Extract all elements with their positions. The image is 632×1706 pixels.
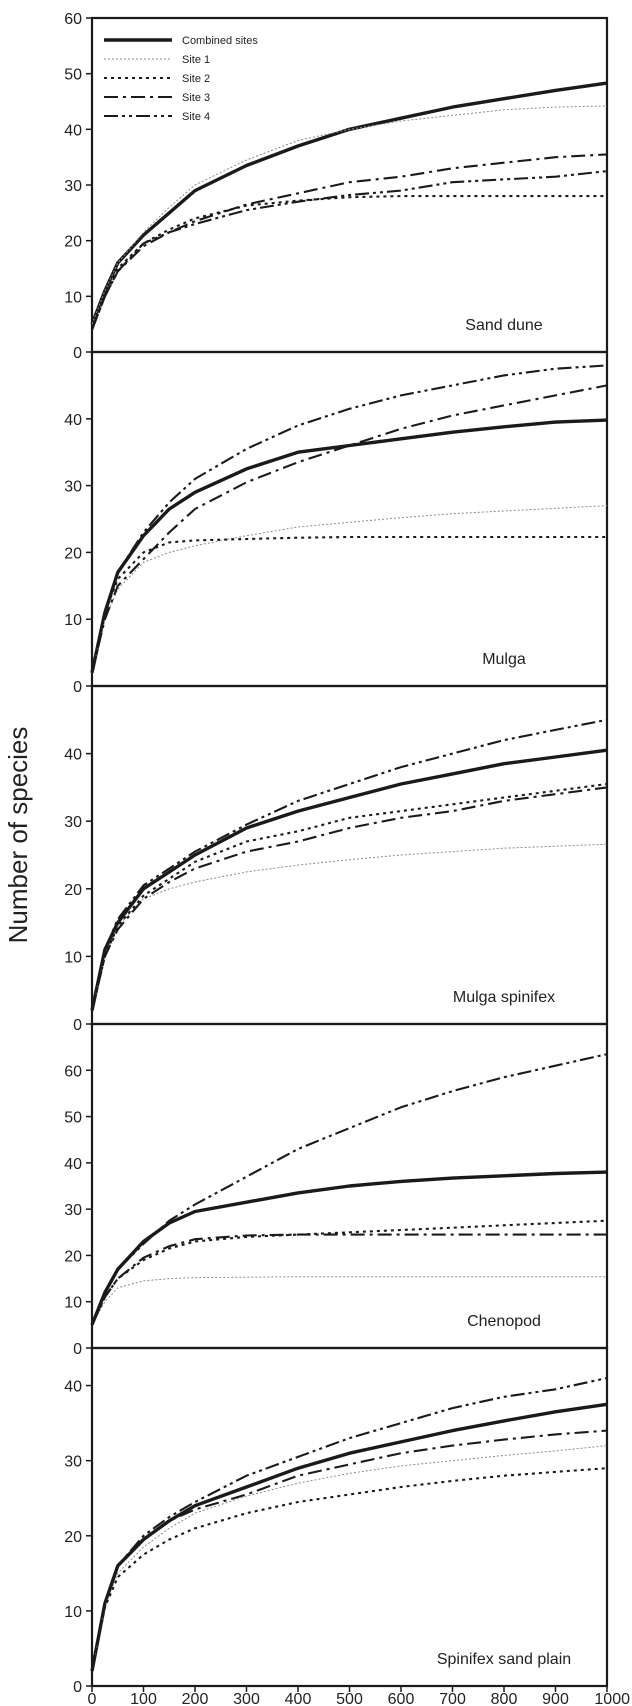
y-tick-label: 30 xyxy=(64,479,82,496)
series-line-site3 xyxy=(91,1233,607,1326)
y-tick-label: 10 xyxy=(64,612,82,629)
y-tick-label: 40 xyxy=(64,1379,82,1396)
panel-1: 0 10 20 30 40 50 60 Sand dune xyxy=(64,11,609,362)
series-line-combined xyxy=(90,81,608,325)
y-tick-label: 50 xyxy=(64,1110,82,1127)
series-line-site4 xyxy=(91,1053,608,1326)
x-tick-label: 900 xyxy=(542,1691,569,1706)
x-tick-label: 1000 xyxy=(594,1691,630,1706)
panel-frame xyxy=(90,16,609,354)
panel-label: Chenopod xyxy=(467,1313,541,1330)
series-line-site4 xyxy=(90,1376,608,1672)
panel-label: Mulga xyxy=(482,651,526,668)
x-tick-label: 100 xyxy=(130,1691,157,1706)
y-tick-label: 10 xyxy=(64,289,82,306)
series-line-combined xyxy=(90,1402,608,1672)
y-tick-label: 10 xyxy=(64,1295,82,1312)
series-line-site1 xyxy=(91,1445,608,1672)
series-line-site4 xyxy=(91,170,608,331)
panel-5: 0 10 20 30 40 Spinifex sand plain xyxy=(64,1346,609,1696)
y-tick-label: 60 xyxy=(64,1063,82,1080)
x-tick-label: 400 xyxy=(285,1691,312,1706)
legend: Combined sites Site 1 Site 2 Site 3 Site 4 xyxy=(104,35,258,123)
y-tick-label: 0 xyxy=(73,1679,82,1696)
series-line-site1 xyxy=(91,1276,607,1326)
y-tick-label: 0 xyxy=(73,679,82,696)
series-line-site2 xyxy=(90,782,608,1011)
y-tick-label: 20 xyxy=(64,1529,82,1546)
series-line-site2 xyxy=(91,195,607,331)
y-tick-label: 10 xyxy=(64,949,82,966)
legend-label: Combined sites xyxy=(182,35,258,47)
y-tick-label: 10 xyxy=(64,1604,82,1621)
series-line-combined xyxy=(90,748,608,1011)
y-tick-label: 60 xyxy=(64,11,82,28)
panels-group: 0 10 20 30 40 50 60 Sand dune 0 10 20 30 40 Mulga 0 10 2… xyxy=(64,11,609,1696)
y-tick-label: 40 xyxy=(64,747,82,764)
y-tick-label: 40 xyxy=(64,1156,82,1173)
y-tick-label: 40 xyxy=(64,122,82,139)
series-line-site3 xyxy=(90,786,608,1011)
y-tick-label: 20 xyxy=(64,882,82,899)
series-line-site2 xyxy=(91,1219,608,1326)
y-tick-label: 20 xyxy=(64,545,82,562)
x-tick-label: 300 xyxy=(233,1691,260,1706)
x-tick-label: 600 xyxy=(388,1691,415,1706)
panel-label: Sand dune xyxy=(465,317,543,334)
series-line-site4 xyxy=(90,364,608,673)
series-line-site2 xyxy=(90,1467,608,1672)
y-tick-label: 30 xyxy=(64,1202,82,1219)
series-line-site1 xyxy=(91,505,608,673)
x-tick-label: 0 xyxy=(88,1691,97,1706)
y-tick-label: 20 xyxy=(64,234,82,251)
x-tick-label: 800 xyxy=(491,1691,518,1706)
legend-label: Site 2 xyxy=(182,73,210,85)
panel-3: 0 10 20 30 40 Mulga spinifex xyxy=(64,684,609,1034)
series-line-site3 xyxy=(90,1429,608,1672)
x-axis: 0 100 200 300 400 500 600 700 800 900 1000 xyxy=(88,1686,630,1706)
legend-label: Site 1 xyxy=(182,54,210,66)
panel-4: 0 10 20 30 40 50 60 Chenopod xyxy=(64,1022,609,1358)
y-tick-label: 30 xyxy=(64,814,82,831)
series-line-combined xyxy=(90,418,608,673)
panel-label: Mulga spinifex xyxy=(453,989,555,1006)
y-tick-label: 20 xyxy=(64,1248,82,1265)
series-line-site1 xyxy=(91,105,608,325)
x-tick-label: 700 xyxy=(439,1691,466,1706)
panel-frame xyxy=(90,684,609,1026)
y-tick-label: 50 xyxy=(64,67,82,84)
panel-label: Spinifex sand plain xyxy=(437,1651,571,1668)
series-line-site2 xyxy=(90,535,607,673)
x-tick-label: 500 xyxy=(336,1691,363,1706)
y-tick-label: 30 xyxy=(64,178,82,195)
y-tick-label: 0 xyxy=(73,1017,82,1034)
series-line-site4 xyxy=(90,718,608,1011)
series-line-site3 xyxy=(91,153,608,331)
y-tick-label: 0 xyxy=(73,345,82,362)
y-tick-label: 30 xyxy=(64,1454,82,1471)
panel-frame xyxy=(90,350,609,688)
legend-label: Site 3 xyxy=(182,92,210,104)
series-line-site3 xyxy=(90,384,608,673)
y-tick-label: 40 xyxy=(64,412,82,429)
legend-label: Site 4 xyxy=(182,111,210,123)
panel-2: 0 10 20 30 40 Mulga xyxy=(64,350,609,696)
y-tick-label: 0 xyxy=(73,1341,82,1358)
x-tick-label: 200 xyxy=(182,1691,209,1706)
y-axis-label: Number of species xyxy=(3,727,33,944)
